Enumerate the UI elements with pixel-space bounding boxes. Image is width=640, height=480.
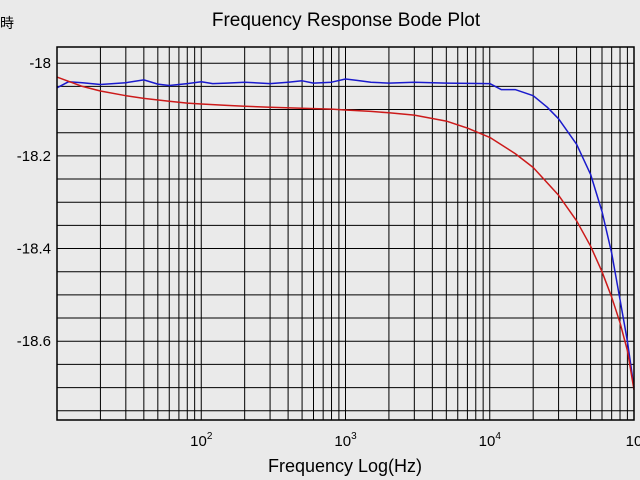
x-tick-label: 10 <box>626 433 640 450</box>
x-axis-label: Frequency Log(Hz) <box>268 456 422 476</box>
x-tick-label: 102 <box>190 431 213 450</box>
x-tick-labels: 102 103 104 10 <box>190 431 640 450</box>
y-tick-label: -18.4 <box>17 241 51 258</box>
x-tick-label: 103 <box>334 431 357 450</box>
y-tick-label: -18.6 <box>17 333 51 350</box>
plot-frame <box>56 46 635 421</box>
x-tick-label: 104 <box>479 431 502 450</box>
y-tick-label: -18 <box>29 55 51 72</box>
y-tick-labels: -18 -18.2 -18.4 -18.6 <box>17 55 51 350</box>
series-line-1 <box>56 78 635 388</box>
y-tick-label: -18.2 <box>17 148 51 165</box>
y-axis-label-fragment: 時 <box>0 15 14 31</box>
series-layer <box>56 76 635 391</box>
chart-title: Frequency Response Bode Plot <box>212 10 481 31</box>
grid-lines <box>57 47 634 420</box>
series-line-2 <box>56 76 635 391</box>
